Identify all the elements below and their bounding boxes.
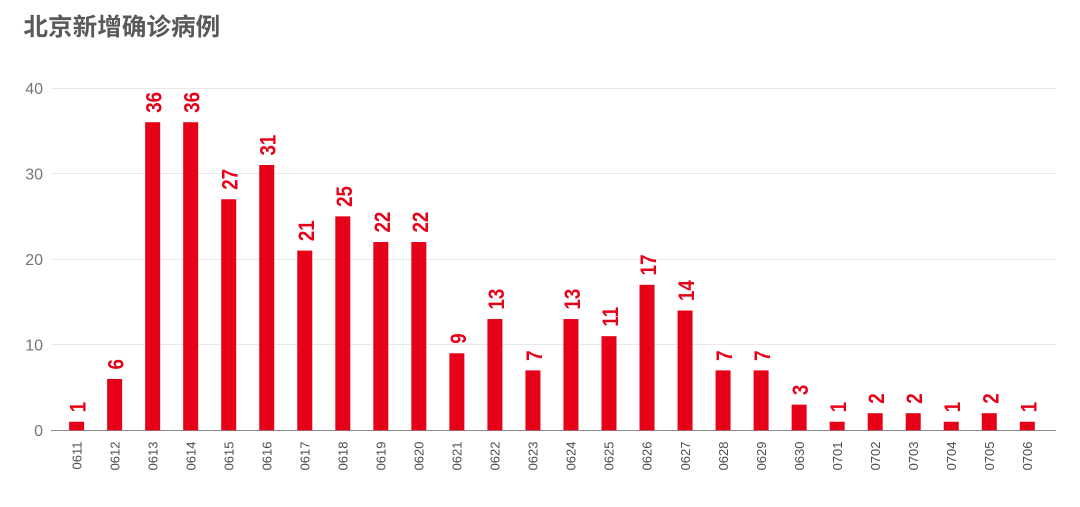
svg-text:0704: 0704: [944, 442, 959, 471]
svg-text:21: 21: [295, 220, 319, 241]
svg-text:14: 14: [676, 280, 700, 301]
svg-text:9: 9: [448, 333, 472, 343]
svg-text:36: 36: [181, 92, 205, 113]
svg-text:0618: 0618: [336, 442, 351, 471]
svg-text:0629: 0629: [754, 442, 769, 471]
svg-text:6: 6: [105, 359, 129, 369]
svg-text:20: 20: [25, 252, 43, 269]
svg-text:2: 2: [866, 393, 890, 403]
svg-text:0616: 0616: [259, 442, 274, 471]
svg-text:0702: 0702: [868, 442, 883, 471]
svg-text:0: 0: [34, 423, 43, 440]
svg-text:0619: 0619: [374, 442, 389, 471]
svg-text:0617: 0617: [297, 442, 312, 471]
svg-text:0611: 0611: [69, 442, 84, 470]
svg-text:0701: 0701: [830, 442, 845, 471]
svg-text:40: 40: [25, 81, 43, 98]
svg-text:1: 1: [67, 402, 91, 412]
svg-text:13: 13: [562, 289, 586, 310]
svg-text:1: 1: [828, 402, 852, 412]
svg-text:0705: 0705: [982, 442, 997, 471]
svg-text:0625: 0625: [602, 442, 617, 471]
svg-text:0626: 0626: [640, 442, 655, 471]
svg-text:7: 7: [752, 350, 776, 360]
svg-text:10: 10: [25, 338, 43, 355]
svg-text:0621: 0621: [450, 442, 465, 471]
svg-text:36: 36: [143, 92, 167, 113]
svg-text:0706: 0706: [1020, 442, 1035, 471]
svg-text:22: 22: [372, 212, 396, 233]
svg-text:25: 25: [333, 186, 357, 207]
svg-text:13: 13: [486, 289, 510, 310]
svg-text:0613: 0613: [145, 442, 160, 471]
svg-text:2: 2: [980, 393, 1004, 403]
svg-text:0612: 0612: [107, 442, 122, 471]
svg-text:7: 7: [714, 350, 738, 360]
svg-text:0614: 0614: [183, 442, 198, 471]
svg-text:31: 31: [257, 135, 281, 156]
svg-text:1: 1: [942, 402, 966, 412]
svg-text:30: 30: [25, 166, 43, 183]
svg-text:0622: 0622: [488, 442, 503, 471]
svg-text:2: 2: [904, 393, 928, 403]
svg-text:22: 22: [410, 212, 434, 233]
svg-text:17: 17: [638, 255, 662, 276]
svg-text:0624: 0624: [564, 442, 579, 471]
svg-text:0703: 0703: [906, 442, 921, 471]
svg-text:0627: 0627: [678, 442, 693, 471]
svg-text:0628: 0628: [716, 442, 731, 471]
svg-text:0620: 0620: [412, 442, 427, 471]
svg-text:0623: 0623: [526, 442, 541, 471]
svg-text:0615: 0615: [221, 442, 236, 471]
svg-text:1: 1: [1018, 402, 1042, 412]
svg-text:3: 3: [790, 385, 814, 395]
svg-text:7: 7: [524, 350, 548, 360]
svg-text:11: 11: [600, 307, 624, 327]
svg-text:0630: 0630: [792, 442, 807, 471]
svg-text:27: 27: [219, 169, 243, 190]
